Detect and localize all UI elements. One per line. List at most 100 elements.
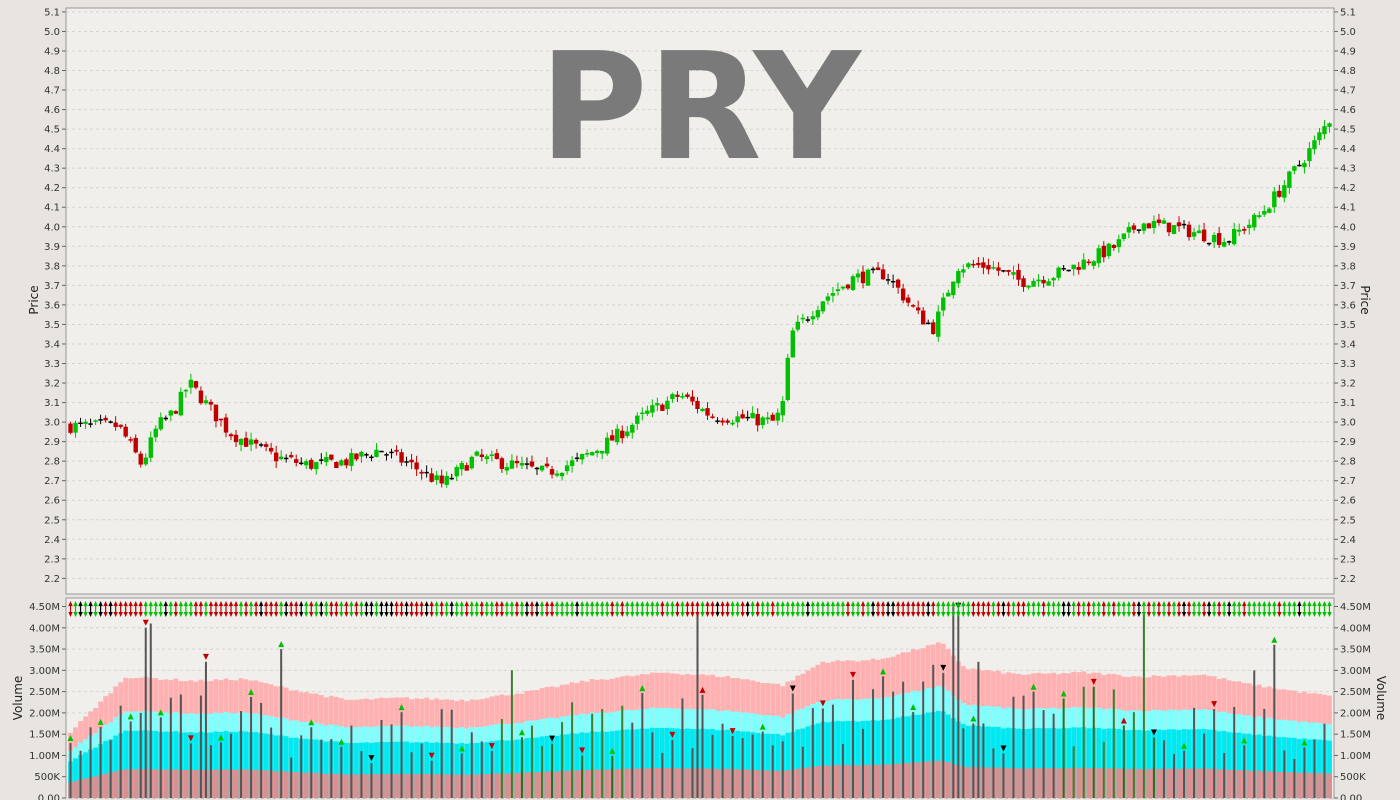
volume-band-base — [564, 770, 570, 798]
volume-bar — [204, 661, 207, 798]
volume-band-base — [113, 771, 119, 798]
signal-strip-down-arrow — [620, 612, 625, 617]
price-bar-body — [1272, 191, 1277, 208]
signal-strip-down-arrow — [268, 612, 274, 617]
price-bar-body — [605, 437, 610, 454]
volume-band-inner — [604, 731, 610, 798]
price-bar-body — [539, 465, 545, 471]
signal-strip-down-arrow — [1267, 612, 1272, 617]
price-bar-body — [926, 322, 931, 325]
signal-strip-down-arrow — [168, 612, 174, 617]
price-ticks-right: 2.2 2.3 2.4 2.5 2.6 2.7 2.8 2.9 3.0 3.1 3.2 3.3 3.4 3… — [1334, 7, 1356, 585]
price-bar-body — [554, 473, 560, 476]
price-bar-body — [364, 454, 369, 456]
volume-bar — [290, 757, 293, 798]
signal-strip-down-arrow — [870, 612, 876, 617]
signal-strip-down-arrow — [359, 612, 364, 617]
signal-strip-down-arrow — [304, 612, 309, 617]
volume-bar — [300, 735, 303, 798]
signal-strip-down-arrow — [1136, 612, 1142, 617]
signal-strip-up-arrow — [951, 601, 956, 606]
volume-bar — [69, 743, 72, 798]
volume-band-inner — [243, 731, 249, 798]
signal-strip-up-arrow — [810, 601, 816, 606]
volume-bar — [982, 723, 985, 798]
signal-strip-up-arrow — [705, 601, 710, 606]
price-tick-label-right: 2.4 — [1340, 535, 1356, 546]
volume-signal-marker — [518, 729, 525, 736]
price-bar-body — [504, 467, 510, 471]
signal-strip-down-arrow — [454, 612, 459, 617]
volume-band-inner — [123, 730, 129, 798]
signal-strip-down-arrow — [961, 612, 966, 617]
price-bar-body — [389, 451, 394, 454]
price-bar-body — [1031, 280, 1036, 287]
volume-band-inner — [715, 730, 720, 798]
price-bar-body — [158, 417, 163, 430]
signal-strip-up-arrow — [138, 601, 143, 606]
price-bar-body — [775, 412, 780, 421]
volume-band-inner — [414, 742, 419, 798]
signal-strip-up-arrow — [419, 601, 424, 606]
volume-band-inner — [775, 734, 781, 798]
signal-strip-down-arrow — [750, 612, 755, 617]
signal-strip-up-arrow — [740, 601, 745, 606]
price-bar-body — [735, 416, 740, 423]
price-bar-body — [915, 307, 921, 311]
volume-band-inner — [584, 732, 590, 798]
price-bar-body — [379, 450, 384, 453]
signal-strip-down-arrow — [825, 612, 831, 617]
signal-strip-down-arrow — [464, 612, 469, 617]
price-tick-label-left: 3.6 — [44, 300, 60, 311]
price-bar-body — [1181, 223, 1187, 226]
signal-strip-down-arrow — [810, 612, 816, 617]
signal-strip-down-arrow — [1101, 612, 1106, 617]
volume-signal-marker — [639, 685, 646, 692]
volume-band-base — [253, 769, 259, 798]
price-bar-body — [579, 454, 585, 460]
volume-band-base — [855, 765, 861, 798]
volume-bar — [1293, 759, 1296, 798]
price-tick-label-left: 2.6 — [44, 496, 60, 507]
signal-strip-up-arrow — [1151, 601, 1157, 606]
price-bar-body — [921, 310, 926, 325]
signal-strip-up-arrow — [1031, 601, 1036, 606]
signal-strip-down-arrow — [971, 612, 976, 617]
price-bar-body — [289, 455, 294, 458]
volume-bar — [696, 615, 699, 798]
price-tick-label-left: 3.0 — [44, 418, 60, 429]
volume-band-base — [293, 772, 299, 798]
volume-bar — [1002, 753, 1005, 798]
signal-strip-up-arrow — [454, 601, 459, 606]
volume-bar — [561, 722, 564, 798]
signal-strip-down-arrow — [1176, 612, 1182, 617]
volume-signal-marker — [579, 747, 586, 754]
price-bar-body — [976, 262, 981, 266]
volume-bar — [350, 725, 353, 798]
signal-strip-down-arrow — [730, 612, 735, 617]
signal-strip-down-arrow — [524, 612, 530, 617]
signal-strip-down-arrow — [1016, 612, 1021, 617]
signal-strip-up-arrow — [364, 601, 369, 606]
signal-strip-up-arrow — [615, 601, 620, 606]
volume-band-base — [935, 760, 941, 798]
price-bar-body — [986, 265, 991, 270]
price-bar-body — [354, 453, 359, 460]
volume-bar — [1233, 706, 1236, 798]
volume-band-base — [193, 770, 199, 798]
signal-strip-down-arrow — [138, 612, 143, 617]
volume-band-base — [1046, 768, 1051, 798]
volume-band-base — [996, 767, 1001, 798]
signal-strip-up-arrow — [936, 601, 941, 606]
signal-strip-up-arrow — [1011, 601, 1016, 606]
price-bar-body — [544, 463, 550, 467]
price-bar-body — [464, 465, 469, 471]
price-bar-body — [785, 357, 790, 400]
volume-bar — [510, 670, 513, 798]
price-bar-body — [424, 471, 429, 474]
signal-strip-down-arrow — [589, 612, 595, 617]
signal-strip-up-arrow — [429, 601, 434, 606]
volume-tick-label-right: 4.00M — [1340, 623, 1371, 634]
signal-strip-down-arrow — [364, 612, 369, 617]
volume-bar — [1193, 707, 1196, 798]
